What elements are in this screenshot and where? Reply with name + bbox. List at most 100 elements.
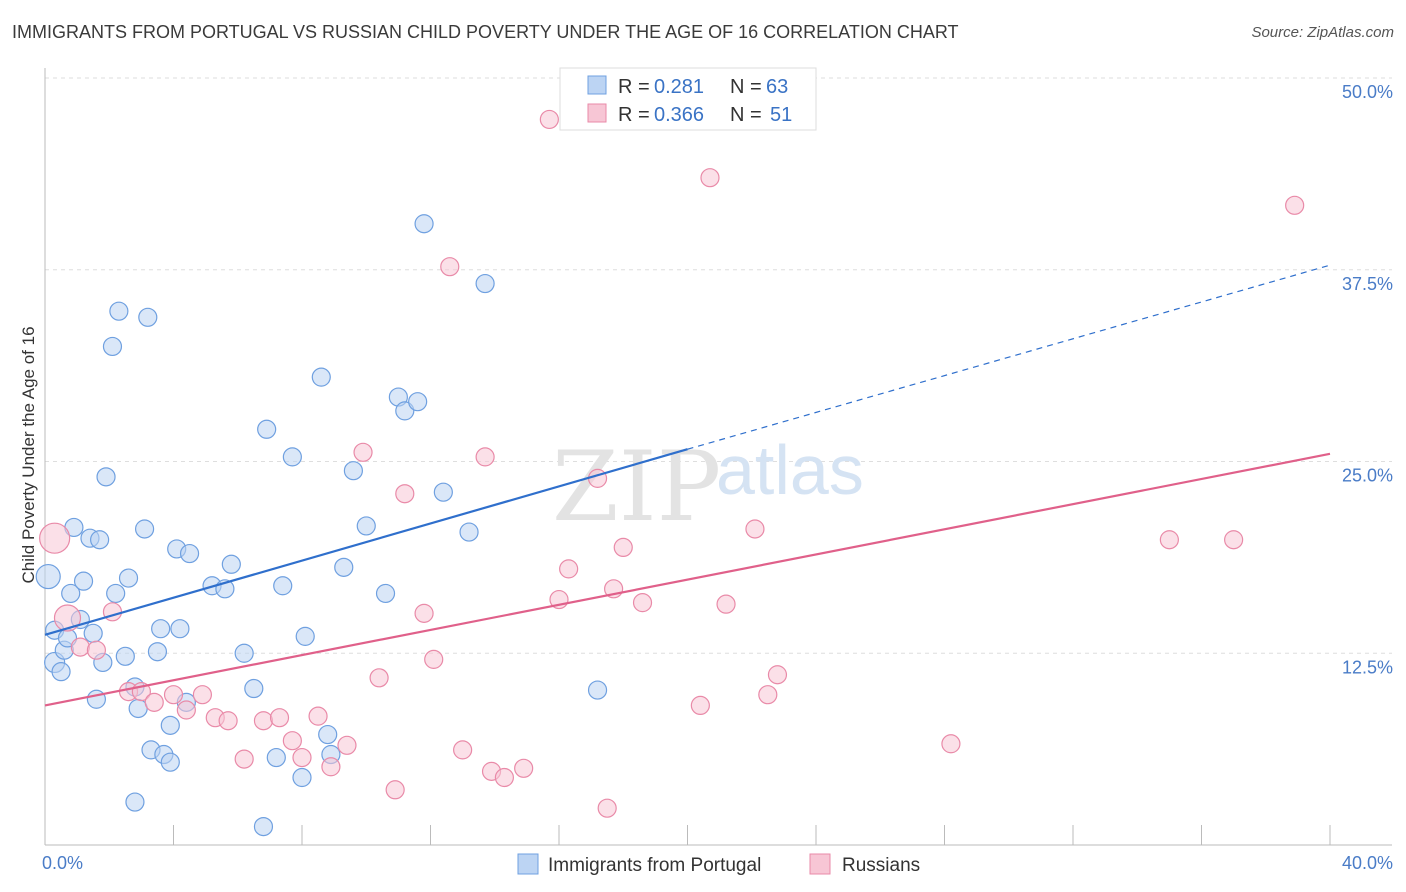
top-legend: R = 0.281 N = 63 R = 0.366 N = 51	[559, 67, 817, 131]
x-tick-labels: 0.0% 40.0%	[42, 853, 1393, 873]
grid-lines	[45, 77, 1392, 654]
russians-point-18	[308, 706, 328, 726]
russians-point-14	[253, 711, 274, 731]
portugal-point-49	[318, 724, 338, 745]
russians-point-19	[321, 757, 341, 777]
portugal-point-34	[125, 792, 145, 812]
trend-lines	[44, 264, 1331, 707]
portugal-point-15	[96, 467, 116, 487]
portugal-point-39	[234, 643, 254, 663]
portugal-point-32	[170, 619, 190, 639]
axes	[44, 68, 1392, 846]
russians-point-23	[385, 780, 405, 800]
bottom-legend-swatch-pink	[809, 853, 831, 875]
russians-point-28	[453, 740, 473, 760]
portugal-point-16	[102, 336, 123, 357]
portugal-point-41	[253, 816, 274, 837]
portugal-point-53	[356, 516, 376, 536]
portugal-point-59	[433, 482, 453, 502]
portugal-point-44	[273, 576, 293, 596]
portugal-point-38	[221, 554, 241, 574]
legend-n-value-blue: 63	[766, 76, 788, 98]
russians-point-49	[1224, 530, 1244, 550]
russians-point-3	[86, 640, 107, 660]
russians-point-9	[176, 700, 196, 720]
portugal-point-11	[83, 623, 103, 643]
russians-point-37	[597, 798, 617, 818]
y-tick-label-0: 12.5%	[1342, 657, 1393, 677]
watermark-atlas: atlas	[716, 431, 864, 509]
portugal-point-26	[147, 642, 168, 662]
legend-n-value-pink: 51	[770, 104, 792, 126]
legend-r-value-pink: 0.366	[654, 104, 704, 126]
portugal-point-18	[109, 301, 129, 321]
russians-point-24	[395, 484, 415, 504]
bottom-legend-label-pink: Russians	[842, 855, 920, 876]
portugal-point-24	[138, 307, 158, 327]
legend-r-value-blue: 0.281	[654, 76, 704, 98]
legend-swatch-blue	[587, 75, 607, 95]
watermark-zip: ZIP	[552, 431, 721, 543]
portugal-point-27	[151, 619, 171, 639]
russians-point-13	[234, 749, 254, 769]
portugal-point-9	[73, 571, 94, 591]
x-tick-label-min: 0.0%	[42, 853, 83, 873]
y-tick-label-2: 37.5%	[1342, 274, 1393, 294]
portugal-point-17	[106, 583, 126, 604]
russians-point-40	[632, 593, 653, 613]
portugal-point-57	[408, 392, 428, 412]
legend-r-label-blue: R =	[618, 76, 650, 98]
portugal-point-42	[257, 419, 277, 439]
russians-point-20	[337, 735, 357, 755]
portugal-point-19	[115, 646, 135, 666]
bottom-legend-swatch-blue	[517, 853, 539, 875]
y-tick-label-1: 25.0%	[1342, 466, 1393, 486]
legend-n-label-blue: N =	[730, 76, 762, 98]
russians-point-43	[716, 594, 736, 614]
russians-point-15	[269, 708, 290, 728]
portugal-trend-extension	[687, 264, 1331, 450]
russians-point-10	[192, 685, 213, 705]
portugal-point-12	[86, 689, 107, 709]
portugal-point-52	[343, 461, 363, 481]
bottom-legend: Immigrants from Portugal Russians	[517, 853, 920, 876]
portugal-point-62	[587, 680, 608, 700]
russians-point-42	[700, 168, 720, 188]
russians-point-7	[144, 692, 164, 712]
portugal-point-29	[160, 752, 180, 772]
portugal-point-0	[35, 563, 61, 590]
portugal-point-6	[61, 583, 81, 604]
russians-point-44	[745, 519, 765, 539]
portugal-point-47	[295, 626, 315, 646]
russians-point-32	[514, 758, 534, 778]
y-tick-labels: 12.5% 25.0% 37.5% 50.0%	[1342, 82, 1393, 677]
russians-point-22	[369, 668, 389, 688]
portugal-point-51	[334, 557, 354, 577]
portugal-point-3	[51, 662, 71, 682]
y-tick-label-3: 50.0%	[1342, 82, 1393, 102]
portugal-point-46	[292, 767, 312, 788]
russians-point-16	[282, 731, 302, 751]
russians-point-48	[1159, 530, 1179, 550]
russians-point-26	[424, 649, 444, 669]
russians-point-36	[587, 468, 608, 488]
legend-n-label-pink: N =	[730, 104, 762, 126]
portugal-point-60	[459, 522, 479, 542]
legend-swatch-pink	[587, 103, 607, 123]
chart-title: IMMIGRANTS FROM PORTUGAL VS RUSSIAN CHIL…	[12, 22, 959, 42]
russians-point-39	[613, 537, 633, 558]
portugal-point-58	[414, 214, 434, 234]
portugal-point-13	[90, 530, 110, 550]
russians-trend-line	[44, 452, 1331, 707]
russians-point-45	[758, 685, 778, 705]
russians-point-33	[539, 109, 559, 130]
portugal-point-23	[134, 519, 155, 539]
portugal-point-45	[282, 447, 302, 467]
legend-r-label-pink: R =	[618, 104, 650, 126]
portugal-point-22	[128, 698, 148, 719]
data-points	[35, 109, 1305, 837]
russians-point-21	[353, 442, 373, 462]
portugal-point-40	[244, 678, 264, 699]
russians-point-47	[941, 734, 961, 754]
